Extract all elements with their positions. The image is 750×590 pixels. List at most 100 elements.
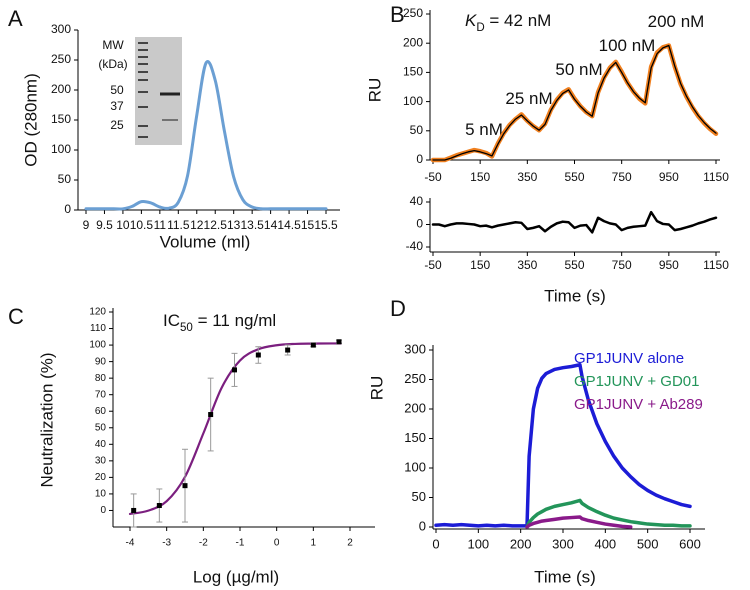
x-tick-label: 12.5 (204, 218, 228, 232)
annotation-part: 5 nM (465, 120, 503, 139)
x-tick-label: 10 (116, 218, 130, 232)
x-tick-label: 600 (679, 536, 701, 551)
annotation: IC50 = 11 ng/ml (163, 311, 276, 334)
x-tick-label: 150 (470, 258, 490, 272)
x-tick-label: 1150 (703, 170, 729, 184)
y-tick-label: 250 (51, 52, 71, 66)
y-tick-label: 0 (100, 505, 106, 516)
annotation-part: = 11 ng/ml (193, 311, 276, 330)
y-tick-label: 0 (64, 202, 71, 216)
point (336, 339, 342, 345)
x-tick-label: 0 (274, 538, 280, 549)
annotation-part: 50 nM (555, 60, 602, 79)
point (182, 483, 188, 489)
annotation-part: 25 nM (505, 89, 552, 108)
series-line (525, 515, 633, 529)
legend-entry: GP1JUNV + GD01 (574, 373, 699, 390)
x-tick-label: 550 (564, 170, 584, 184)
legend-entry: GP1JUNV alone (574, 350, 684, 367)
panel-label: A (8, 6, 23, 31)
y-tick-label: 30 (95, 455, 107, 466)
x-tick-label: 950 (659, 258, 679, 272)
annotation: KD = 42 nM (465, 11, 551, 34)
x-tick-label: 1150 (703, 258, 729, 272)
point (285, 347, 291, 353)
x-tick-label: 550 (564, 258, 584, 272)
y-tick-label: 0 (416, 217, 423, 231)
y-axis-title: RU (365, 78, 384, 103)
inset-label: MW (102, 38, 124, 52)
y-tick-label: 100 (51, 142, 71, 156)
x-axis-title: Time (s) (544, 286, 606, 305)
y-tick-label: 150 (51, 112, 71, 126)
y-tick-label: 80 (95, 373, 107, 384)
x-axis-title: Log (µg/ml) (193, 567, 279, 586)
series-line (432, 44, 717, 161)
data-line (84, 60, 328, 211)
x-tick-label: 12 (190, 218, 204, 232)
x-tick-label: 150 (470, 170, 490, 184)
y-tick-label: 300 (404, 341, 426, 356)
x-tick-label: 13 (227, 218, 241, 232)
y-tick-label: -40 (406, 239, 424, 253)
y-tick-label: 50 (58, 172, 72, 186)
y-tick-label: 100 (404, 459, 426, 474)
annotation-part: K (465, 11, 477, 30)
y-tick-label: 100 (89, 340, 106, 351)
point (232, 367, 237, 373)
data-line (431, 210, 718, 234)
x-tick-label: 200 (510, 536, 532, 551)
x-tick-label: -4 (126, 538, 135, 549)
y-tick-label: 20 (95, 472, 107, 483)
y-tick-label: 50 (95, 422, 107, 433)
panel-label: D (390, 296, 406, 321)
x-tick-label: 14 (264, 218, 278, 232)
y-tick-label: 90 (95, 356, 107, 367)
y-axis-title: RU (367, 376, 386, 401)
x-tick-label: 10.5 (130, 218, 154, 232)
y-tick-label: 100 (403, 94, 423, 108)
y-tick-label: 10 (95, 489, 107, 500)
y-tick-label: 60 (95, 406, 107, 417)
y-tick-label: 200 (403, 35, 423, 49)
annotation: 50 nM (555, 60, 602, 79)
y-axis-title: Neutralization (%) (37, 352, 56, 487)
ladder-bands (138, 42, 148, 138)
x-tick-label: 0 (432, 536, 439, 551)
x-tick-label: 11 (154, 218, 167, 232)
inset-label: (kDa) (98, 57, 127, 71)
annotation: 25 nM (505, 89, 552, 108)
x-tick-label: 9.5 (96, 218, 113, 232)
y-tick-label: 40 (95, 439, 107, 450)
y-tick-label: 70 (95, 389, 107, 400)
x-axis-title: Time (s) (534, 567, 596, 586)
x-tick-label: 13.5 (240, 218, 264, 232)
inset-label: 37 (110, 99, 124, 113)
annotation: 100 nM (599, 36, 656, 55)
annotation-part: = 42 nM (485, 11, 552, 30)
y-tick-label: 200 (404, 400, 426, 415)
panel-label: B (390, 2, 405, 27)
point (208, 412, 214, 418)
y-tick-label: 0 (419, 518, 426, 533)
panel-label: C (8, 304, 24, 329)
x-tick-label: -3 (162, 538, 171, 549)
x-tick-label: 2 (347, 538, 353, 549)
x-tick-label: -50 (424, 170, 442, 184)
y-tick-label: 200 (51, 82, 71, 96)
point (255, 352, 261, 358)
x-tick-label: 350 (517, 170, 537, 184)
annotation-part: 200 nM (648, 12, 705, 31)
annotation-part: D (476, 22, 484, 34)
x-axis-title: Volume (ml) (160, 232, 251, 251)
x-tick-label: 9 (83, 218, 90, 232)
y-tick-label: 120 (89, 307, 106, 318)
y-tick-label: 150 (404, 430, 426, 445)
y-tick-label: 150 (403, 65, 423, 79)
y-tick-label: 40 (410, 194, 424, 208)
x-tick-label: -50 (424, 258, 442, 272)
x-tick-label: 750 (612, 170, 632, 184)
y-tick-label: 50 (412, 489, 426, 504)
